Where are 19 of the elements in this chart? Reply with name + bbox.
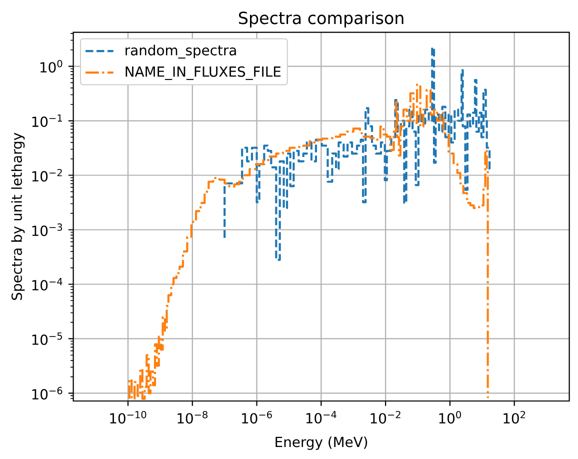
x-tick-label: 10$^{0}$ bbox=[439, 410, 461, 424]
chart-title: Spectra comparison bbox=[238, 11, 404, 28]
legend-label: random_spectra bbox=[126, 44, 236, 59]
y-tick-label: 10$^{−6}$ bbox=[32, 386, 62, 400]
y-axis-title: Spectra by unit lethargy bbox=[11, 132, 25, 300]
legend-label: NAME_IN_FLUXES_FILE bbox=[126, 66, 280, 80]
x-tick-label: 10$^{−6}$ bbox=[242, 410, 272, 424]
x-axis-title: Energy (MeV) bbox=[276, 436, 368, 450]
x-tick-label: 10$^{−10}$ bbox=[110, 410, 146, 424]
x-tick-label: 10$^{−4}$ bbox=[306, 410, 336, 424]
y-tick-label: 10$^{−4}$ bbox=[32, 278, 62, 291]
x-tick-label: 10$^{−8}$ bbox=[178, 410, 208, 424]
y-tick-label: 10$^{−3}$ bbox=[32, 223, 62, 236]
y-tick-label: 10$^{−5}$ bbox=[32, 332, 62, 345]
y-tick-label: 10$^{0}$ bbox=[40, 60, 62, 73]
x-tick-label: 10$^{−2}$ bbox=[370, 410, 400, 424]
x-tick-label: 10$^{2}$ bbox=[504, 410, 526, 424]
y-tick-label: 10$^{−1}$ bbox=[32, 114, 62, 128]
y-tick-label: 10$^{−2}$ bbox=[32, 168, 62, 182]
